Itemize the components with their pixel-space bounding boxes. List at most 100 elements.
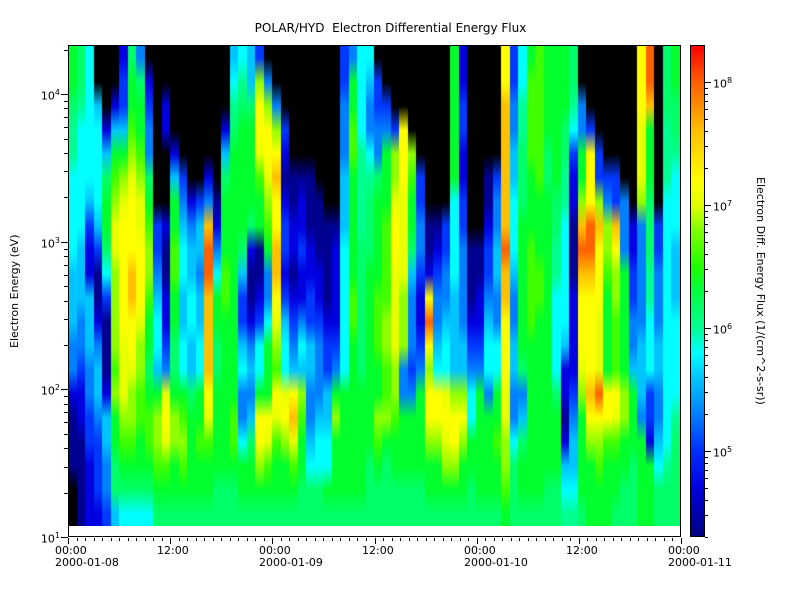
tick-exponent: 5 (727, 445, 733, 454)
x-major-tick (579, 538, 580, 544)
y-minor-tick (64, 249, 68, 250)
colorbar-minor-tick (705, 347, 708, 348)
x-minor-tick (221, 538, 222, 541)
y-minor-tick (64, 301, 68, 302)
colorbar-minor-tick (705, 457, 708, 458)
x-minor-tick (664, 538, 665, 541)
y-minor-tick (64, 448, 68, 449)
x-minor-tick (672, 538, 673, 541)
y-axis-label: Electron Energy (eV) (8, 234, 21, 348)
colorbar-minor-tick (705, 119, 708, 120)
x-minor-tick (332, 538, 333, 541)
colorbar-major-tick (705, 328, 711, 329)
spectrogram-canvas (69, 46, 680, 526)
y-minor-tick (64, 265, 68, 266)
colorbar-minor-tick (705, 242, 708, 243)
x-tick-label: 00:00 (668, 544, 700, 557)
x-minor-tick (638, 538, 639, 541)
y-major-tick (61, 242, 68, 243)
colorbar-minor-tick (705, 224, 708, 225)
plot-area (68, 45, 681, 537)
x-minor-tick (596, 538, 597, 541)
colorbar-minor-tick (705, 131, 708, 132)
colorbar-minor-tick (705, 101, 708, 102)
x-minor-tick (85, 538, 86, 541)
colorbar-minor-tick (705, 168, 708, 169)
x-minor-tick (289, 538, 290, 541)
x-minor-tick (366, 538, 367, 541)
x-minor-tick (162, 538, 163, 541)
y-minor-tick (64, 404, 68, 405)
tick-exponent: 2 (54, 383, 60, 392)
y-minor-tick (64, 319, 68, 320)
colorbar-tick-label: 107 (713, 197, 743, 214)
colorbar-tick-label: 105 (713, 443, 743, 460)
x-minor-tick (545, 538, 546, 541)
colorbar-tick-label: 106 (713, 320, 743, 337)
colorbar-tick-label: 108 (713, 74, 743, 91)
x-minor-tick (519, 538, 520, 541)
colorbar-minor-tick (705, 109, 708, 110)
x-tick-label: 00:00 (259, 544, 291, 557)
x-minor-tick (383, 538, 384, 541)
colorbar-minor-tick (705, 254, 708, 255)
x-minor-tick (281, 538, 282, 541)
x-minor-tick (349, 538, 350, 541)
x-minor-tick (613, 538, 614, 541)
x-minor-tick (562, 538, 563, 541)
colorbar-minor-tick (705, 94, 708, 95)
x-minor-tick (102, 538, 103, 541)
y-minor-tick (64, 256, 68, 257)
tick-base: 10 (40, 89, 55, 103)
colorbar-minor-tick (705, 365, 708, 366)
colorbar-minor-tick (705, 500, 708, 501)
colorbar-minor-tick (705, 217, 708, 218)
x-minor-tick (77, 538, 78, 541)
x-minor-tick (494, 538, 495, 541)
colorbar-minor-tick (705, 488, 708, 489)
x-minor-tick (306, 538, 307, 541)
x-minor-tick (434, 538, 435, 541)
y-minor-tick (64, 197, 68, 198)
x-minor-tick (340, 538, 341, 541)
x-minor-tick (111, 538, 112, 541)
y-minor-tick (64, 493, 68, 494)
colorbar-minor-tick (705, 355, 708, 356)
x-minor-tick (145, 538, 146, 541)
x-minor-tick (502, 538, 503, 541)
x-minor-tick (468, 538, 469, 541)
x-major-tick (170, 538, 171, 544)
x-major-tick (68, 538, 69, 544)
y-minor-tick (64, 108, 68, 109)
x-minor-tick (630, 538, 631, 541)
colorbar-minor-tick (705, 478, 708, 479)
y-tick-label: 104 (26, 86, 60, 103)
y-minor-tick (64, 345, 68, 346)
x-minor-tick (392, 538, 393, 541)
x-minor-tick (511, 538, 512, 541)
tick-exponent: 6 (727, 322, 733, 331)
colorbar-minor-tick (705, 334, 708, 335)
colorbar-minor-tick (705, 291, 708, 292)
x-minor-tick (153, 538, 154, 541)
x-minor-tick (604, 538, 605, 541)
x-date-label: 2000-01-11 (668, 556, 732, 569)
colorbar-label: Electron Diff. Energy Flux (1/(cm^2-s-sr… (754, 177, 767, 405)
colorbar-minor-tick (705, 88, 708, 89)
x-minor-tick (587, 538, 588, 541)
x-minor-tick (357, 538, 358, 541)
colorbar-minor-tick (705, 340, 708, 341)
y-tick-label: 102 (26, 381, 60, 398)
colorbar-minor-tick (705, 232, 708, 233)
x-minor-tick (426, 538, 427, 541)
x-minor-tick (621, 538, 622, 541)
y-major-tick (61, 537, 68, 538)
colorbar-major-tick (705, 205, 711, 206)
x-minor-tick (204, 538, 205, 541)
y-major-tick (61, 389, 68, 390)
y-minor-tick (64, 101, 68, 102)
x-tick-label: 00:00 (55, 544, 87, 557)
x-major-tick (375, 538, 376, 544)
x-date-label: 2000-01-10 (464, 556, 528, 569)
